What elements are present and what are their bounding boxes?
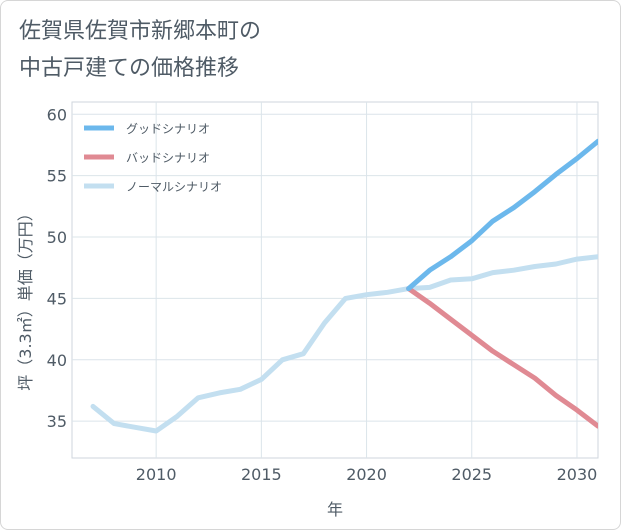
y-tick-labels: 35 40 45 50 55 60 [47, 105, 67, 431]
good-scenario-line [406, 138, 598, 292]
y-tick-label: 35 [47, 412, 67, 431]
y-tick-label: 55 [47, 167, 67, 186]
x-tick-label: 2025 [451, 465, 492, 484]
bad-scenario-label: バッドシナリオ [126, 151, 210, 165]
x-tick-labels: 2010 2015 2020 2025 2030 [136, 465, 598, 484]
good-scenario-label: グッドシナリオ [126, 122, 210, 136]
y-tick-label: 50 [47, 228, 67, 247]
y-axis-title: 坪（3.3㎡）単価（万円） [16, 205, 35, 390]
series-lines [90, 138, 598, 434]
normal-scenario-line [90, 254, 598, 434]
plot-area [71, 101, 599, 459]
normal-scenario-label: ノーマルシナリオ [126, 180, 222, 194]
y-tick-label: 60 [47, 105, 67, 124]
y-tick-label: 40 [47, 351, 67, 370]
x-tick-label: 2015 [241, 465, 282, 484]
bad-scenario-line [406, 286, 598, 429]
x-axis-title: 年 [327, 500, 343, 519]
y-tick-label: 45 [47, 289, 67, 308]
x-tick-label: 2010 [136, 465, 177, 484]
x-tick-label: 2030 [557, 465, 598, 484]
chart-title: 佐賀県佐賀市新郷本町の 中古戸建ての価格推移 [19, 19, 262, 81]
x-tick-label: 2020 [346, 465, 387, 484]
